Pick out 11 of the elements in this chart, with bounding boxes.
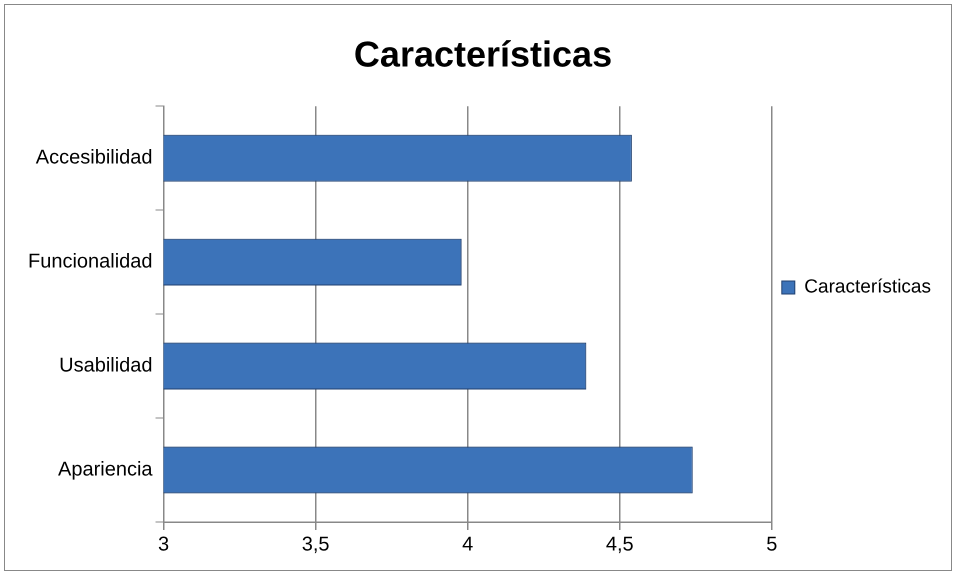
y-tick-label: Funcionalidad [28,250,153,273]
legend-label: Características [804,276,931,298]
x-tick-label: 4 [462,534,474,556]
y-tick-label: Accesibilidad [36,146,153,169]
x-tick-label: 3 [158,534,170,556]
x-tick-label: 5 [766,534,778,556]
chart-title: Características [354,34,612,75]
x-tick-label: 3,5 [302,534,330,556]
y-tick-label: Apariencia [58,458,154,481]
x-tick-label: 4,5 [606,534,634,556]
y-tick-label: Usabilidad [59,354,153,377]
